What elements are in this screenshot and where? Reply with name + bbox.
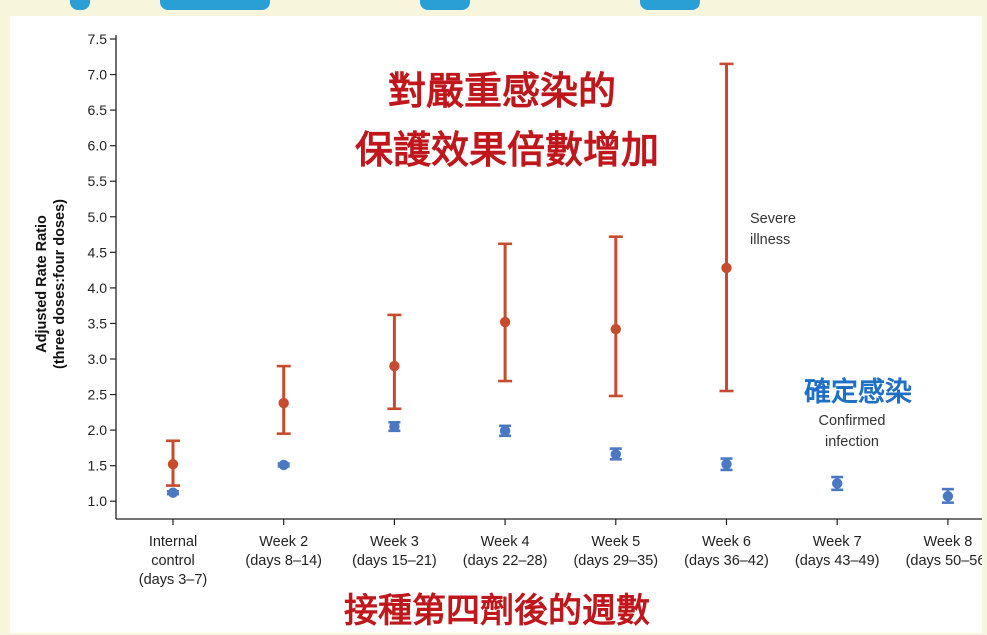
data-point xyxy=(278,459,289,471)
confirmed-annotation-cn: 確定感染 xyxy=(804,376,912,408)
x-tick-label: (days 8–14) xyxy=(245,553,322,569)
x-tick-label: Week 8 xyxy=(923,534,972,550)
y-tick-label: 5.0 xyxy=(88,209,108,225)
x-tick-label: (days 36–42) xyxy=(684,553,769,569)
data-point xyxy=(389,360,400,372)
data-point xyxy=(721,262,732,274)
data-point xyxy=(278,397,289,409)
y-axis-label-line-1: Adjusted Rate Ratio xyxy=(34,215,50,353)
severe-annotation-cn-line-2: 保護效果倍數增加 xyxy=(355,128,659,172)
x-tick-label: Week 4 xyxy=(481,534,530,550)
x-tick-label: (days 3–7) xyxy=(139,572,208,588)
y-axis-label-line-2: (three doses:four doses) xyxy=(52,199,68,369)
y-tick-label: 2.0 xyxy=(88,422,108,438)
data-point xyxy=(167,459,179,470)
data-point xyxy=(499,425,511,437)
severe-illness-label-line-1: Severe xyxy=(750,211,796,227)
data-point xyxy=(942,491,954,502)
y-tick-labels: 1.0 1.5 2.0 2.5 3.0 3.5 4.0 4.5 5.0 5.5 6.0 6.5 7.0 7… xyxy=(88,31,108,509)
data-point xyxy=(167,487,179,498)
y-tick-label: 3.0 xyxy=(88,351,108,367)
y-tick-label: 1.5 xyxy=(88,458,108,474)
y-tick-label: 6.0 xyxy=(88,138,108,154)
series-severe-illness xyxy=(166,62,734,487)
x-tick-labels: Internal control (days 3–7) Week 2 (days 8–1… xyxy=(139,534,982,588)
x-tick-label: (days 50–56) xyxy=(906,553,982,569)
y-tick-label: 3.5 xyxy=(88,315,108,331)
x-tick-label: (days 22–28) xyxy=(463,553,548,569)
top-banner-fragment xyxy=(0,0,987,18)
y-tick-label: 1.0 xyxy=(88,493,108,509)
series-confirmed-infection xyxy=(167,420,954,504)
y-tick-label: 5.5 xyxy=(88,173,108,189)
x-tick-label: Week 7 xyxy=(813,534,862,550)
y-tick-label: 7.5 xyxy=(88,31,108,47)
x-tick-label: Week 5 xyxy=(591,534,640,550)
x-axis-annotation-cn: 接種第四劑後的週數 xyxy=(344,591,650,631)
axes xyxy=(110,35,982,525)
data-point xyxy=(721,459,732,470)
y-tick-label: 2.5 xyxy=(88,387,108,403)
x-tick-label: Week 3 xyxy=(370,534,419,550)
y-tick-label: 4.0 xyxy=(88,280,108,296)
y-tick-label: 6.5 xyxy=(88,102,108,118)
x-tick-label: Week 2 xyxy=(259,534,308,550)
x-tick-label: (days 15–21) xyxy=(352,553,437,569)
y-tick-label: 7.0 xyxy=(88,67,108,83)
confirmed-infection-label-line-2: infection xyxy=(825,434,879,450)
data-series xyxy=(166,62,954,504)
x-tick-label: (days 29–35) xyxy=(573,553,658,569)
x-tick-label: Internal xyxy=(149,534,197,550)
data-point xyxy=(832,478,843,489)
data-point xyxy=(499,316,511,328)
chart-panel: 1.0 1.5 2.0 2.5 3.0 3.5 4.0 4.5 5.0 5.5 6.0 6.5 7.0 7… xyxy=(10,16,982,633)
x-tick-label: (days 43–49) xyxy=(795,553,880,569)
confirmed-infection-label-line-1: Confirmed xyxy=(819,413,886,429)
x-tick-label: Week 6 xyxy=(702,534,751,550)
rate-ratio-chart: 1.0 1.5 2.0 2.5 3.0 3.5 4.0 4.5 5.0 5.5 6.0 6.5 7.0 7… xyxy=(34,31,982,631)
data-point xyxy=(389,421,400,432)
data-point xyxy=(610,323,621,335)
severe-annotation-cn-line-1: 對嚴重感染的 xyxy=(388,69,616,113)
x-tick-label: control xyxy=(151,553,195,569)
severe-illness-label-line-2: illness xyxy=(750,232,790,248)
y-tick-label: 4.5 xyxy=(88,244,108,260)
data-point xyxy=(610,449,621,460)
